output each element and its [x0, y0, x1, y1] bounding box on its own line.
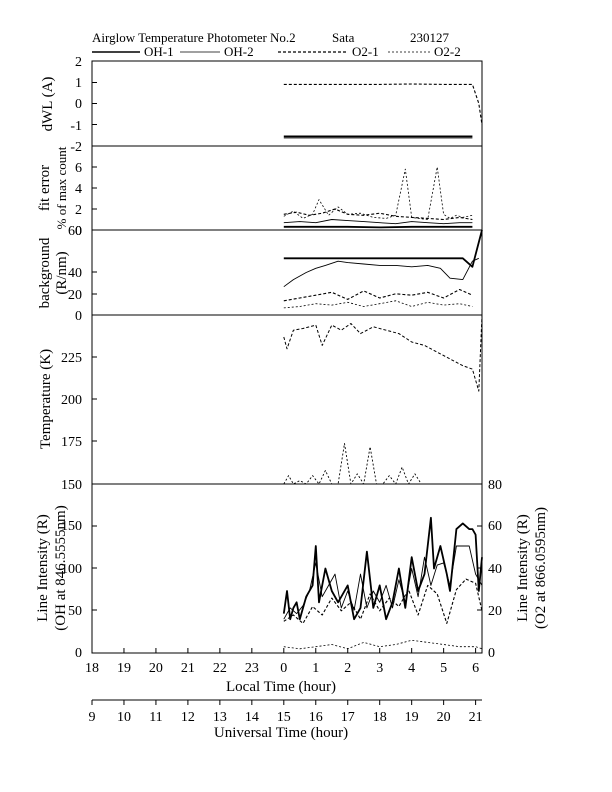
local-time-tick-label: 21 — [181, 661, 195, 676]
universal-time-tick-label: 13 — [213, 710, 227, 725]
temperature-axis: 225 200 175 150 Temperature (K) — [38, 349, 97, 493]
local-time-tick-label: 22 — [213, 661, 227, 676]
background-tick-label: 0 — [75, 309, 82, 324]
intensity-right-axis-label-line1: Line Intensity (R) — [515, 514, 531, 621]
legend-label-oh-2: OH-2 — [224, 44, 254, 59]
local-time-tick-label: 5 — [440, 661, 447, 676]
intensity-right-axis: 80 60 40 20 0 Line Intensity (R) (O2 at … — [477, 478, 549, 661]
temperature-tick-label: 200 — [61, 393, 82, 408]
temperature-series-o2 — [283, 442, 473, 485]
local-time-tick-label: 3 — [376, 661, 383, 676]
background-series-oh-2 — [283, 257, 479, 288]
background-series-oh-1 — [283, 229, 483, 268]
intensity-left-tick-label: 100 — [61, 562, 82, 577]
universal-time-axis: Universal Time (hour) 9 10 11 12 13 14 15 16 17 1… — [89, 699, 483, 741]
universal-time-tick-label: 20 — [437, 710, 451, 725]
intensity-left-axis-label-line2: (OH at 846.5555nm) — [53, 505, 69, 630]
dwl-tick-label: 0 — [75, 97, 82, 112]
universal-time-tick-label: 11 — [149, 710, 162, 725]
line-intensity-series-o2-2 — [283, 639, 483, 650]
legend: OH-1 OH-2 O2-1 O2-2 — [92, 44, 461, 59]
intensity-right-tick-label: 40 — [488, 562, 502, 577]
universal-time-tick-label: 17 — [341, 710, 355, 725]
line-intensity-series-o2-1 — [283, 578, 483, 624]
local-time-tick-label: 2 — [344, 661, 351, 676]
fit-error-series-o2-2 — [283, 166, 473, 220]
intensity-right-tick-label: 20 — [488, 604, 502, 619]
universal-time-tick-label: 18 — [373, 710, 387, 725]
dwl-tick-label: 2 — [75, 55, 82, 70]
intensity-right-tick-label: 60 — [488, 519, 502, 534]
universal-time-axis-label: Universal Time (hour) — [214, 725, 348, 741]
fit-error-tick-label: 2 — [75, 203, 82, 218]
fit-error-series-o2-1 — [283, 208, 473, 221]
temperature-axis-label: Temperature (K) — [38, 349, 54, 449]
background-axis-label-line2: (R/nm) — [54, 251, 70, 294]
intensity-left-tick-label: 0 — [75, 646, 82, 661]
local-time-tick-label: 18 — [85, 661, 99, 676]
universal-time-tick-label: 10 — [117, 710, 131, 725]
dwl-tick-label: -2 — [70, 140, 82, 155]
legend-label-o2-2: O2-2 — [434, 44, 461, 59]
intensity-left-tick-label: 150 — [61, 519, 82, 534]
line-intensity-series-oh-2 — [283, 545, 483, 620]
local-time-tick-label: 23 — [245, 661, 259, 676]
series-layer — [282, 83, 483, 650]
fit-error-axis-label-line1: fit error — [37, 165, 53, 211]
temperature-tick-label: 150 — [61, 478, 82, 493]
intensity-right-tick-label: 80 — [488, 478, 502, 493]
dwl-axis: 2 1 0 -1 -2 dWL (A) — [40, 55, 97, 155]
fit-error-tick-label: 4 — [75, 182, 82, 197]
background-axis-label-line1: background — [37, 237, 53, 308]
intensity-right-tick-label: 0 — [488, 646, 495, 661]
background-axis: 60 40 20 0 background (R/nm) — [37, 224, 97, 324]
local-time-axis-label: Local Time (hour) — [226, 679, 336, 695]
fit-error-axis-label-line2: % of max count — [54, 146, 69, 229]
fit-error-tick-label: 0 — [75, 224, 82, 239]
intensity-right-axis-label-line2: (O2 at 866.0595nm) — [533, 507, 549, 629]
local-time-tick-label: 20 — [149, 661, 163, 676]
observation-date: 230127 — [410, 30, 450, 45]
local-time-tick-label: 6 — [472, 661, 479, 676]
background-tick-label: 40 — [68, 266, 82, 281]
fit-error-axis: 6 4 2 0 fit error % of max count — [37, 146, 97, 239]
universal-time-tick-label: 16 — [309, 710, 323, 725]
universal-time-tick-label: 14 — [245, 710, 259, 725]
dwl-tick-label: 1 — [75, 76, 82, 91]
intensity-left-axis-label-line1: Line Intensity (R) — [35, 514, 51, 621]
temperature-tick-label: 175 — [61, 435, 82, 450]
site-name: Sata — [332, 30, 355, 45]
dwl-tick-label: -1 — [70, 119, 82, 134]
local-time-tick-label: 19 — [117, 661, 131, 676]
local-time-tick-label: 0 — [280, 661, 287, 676]
intensity-left-tick-label: 50 — [68, 604, 82, 619]
universal-time-tick-label: 15 — [277, 710, 291, 725]
universal-time-tick-label: 19 — [405, 710, 419, 725]
universal-time-tick-label: 9 — [89, 710, 96, 725]
dwl-axis-label: dWL (A) — [40, 77, 56, 132]
legend-label-oh-1: OH-1 — [144, 44, 174, 59]
fit-error-series-oh-1 — [283, 225, 473, 229]
legend-label-o2-1: O2-1 — [352, 44, 379, 59]
background-tick-label: 20 — [68, 288, 82, 303]
background-series-o2-1 — [283, 288, 473, 302]
fit-error-series-oh-2 — [283, 219, 473, 225]
background-series-o2-2 — [283, 300, 473, 309]
temperature-tick-label: 225 — [61, 351, 82, 366]
local-time-tick-label: 1 — [312, 661, 319, 676]
temperature-series-oh — [283, 314, 483, 392]
universal-time-tick-label: 21 — [469, 710, 483, 725]
local-time-tick-label: 4 — [408, 661, 415, 676]
background-tick-label: 60 — [68, 224, 82, 239]
fit-error-tick-label: 6 — [75, 161, 82, 176]
figure-title: Airglow Temperature Photometer No.2 — [92, 30, 296, 45]
universal-time-tick-label: 12 — [181, 710, 195, 725]
intensity-left-axis: 150 100 50 0 Line Intensity (R) (OH at 8… — [35, 505, 97, 661]
dwl-series-o2-1 — [283, 83, 483, 125]
local-time-axis: Local Time (hour) 18 19 20 21 22 23 0 1 2 3 4 5 6 — [85, 648, 479, 695]
figure-header: Airglow Temperature Photometer No.2 Sata… — [92, 30, 450, 45]
